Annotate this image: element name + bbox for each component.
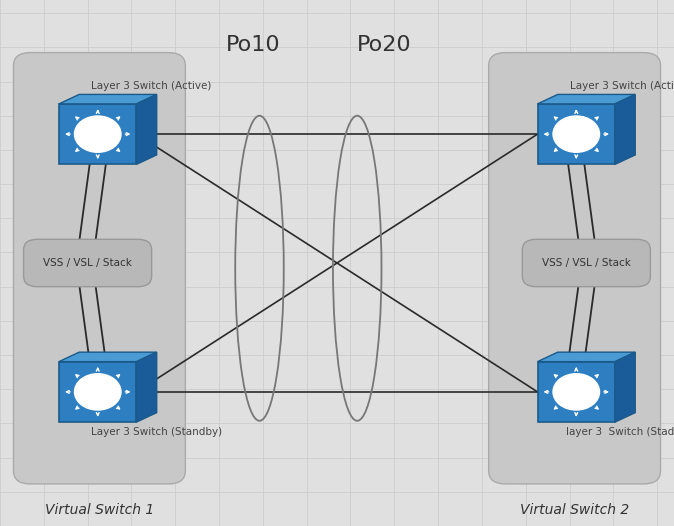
Text: Virtual Switch 2: Virtual Switch 2 [520, 503, 630, 517]
FancyBboxPatch shape [59, 362, 137, 422]
Polygon shape [136, 95, 156, 164]
FancyBboxPatch shape [24, 239, 152, 287]
Polygon shape [538, 352, 635, 362]
Circle shape [553, 373, 600, 410]
Text: Po20: Po20 [357, 35, 412, 55]
Text: Layer 3 Switch (Active): Layer 3 Switch (Active) [91, 80, 212, 90]
Polygon shape [615, 352, 635, 422]
Text: layer 3  Switch (Stadnby): layer 3 Switch (Stadnby) [566, 427, 674, 438]
Polygon shape [538, 95, 635, 104]
Text: VSS / VSL / Stack: VSS / VSL / Stack [542, 258, 631, 268]
Polygon shape [136, 352, 156, 422]
Polygon shape [59, 95, 156, 104]
Text: Layer 3 Switch (Standby): Layer 3 Switch (Standby) [91, 427, 222, 438]
Circle shape [553, 116, 600, 153]
Circle shape [74, 116, 121, 153]
Polygon shape [59, 352, 156, 362]
FancyBboxPatch shape [489, 53, 661, 484]
FancyBboxPatch shape [538, 362, 615, 422]
Text: VSS / VSL / Stack: VSS / VSL / Stack [43, 258, 132, 268]
Polygon shape [615, 95, 635, 164]
FancyBboxPatch shape [59, 104, 137, 164]
Text: Virtual Switch 1: Virtual Switch 1 [44, 503, 154, 517]
FancyBboxPatch shape [13, 53, 185, 484]
Text: Layer 3 Switch (Active): Layer 3 Switch (Active) [570, 80, 674, 90]
Text: Po10: Po10 [225, 35, 280, 55]
FancyBboxPatch shape [538, 104, 615, 164]
FancyBboxPatch shape [522, 239, 650, 287]
Circle shape [74, 373, 121, 410]
